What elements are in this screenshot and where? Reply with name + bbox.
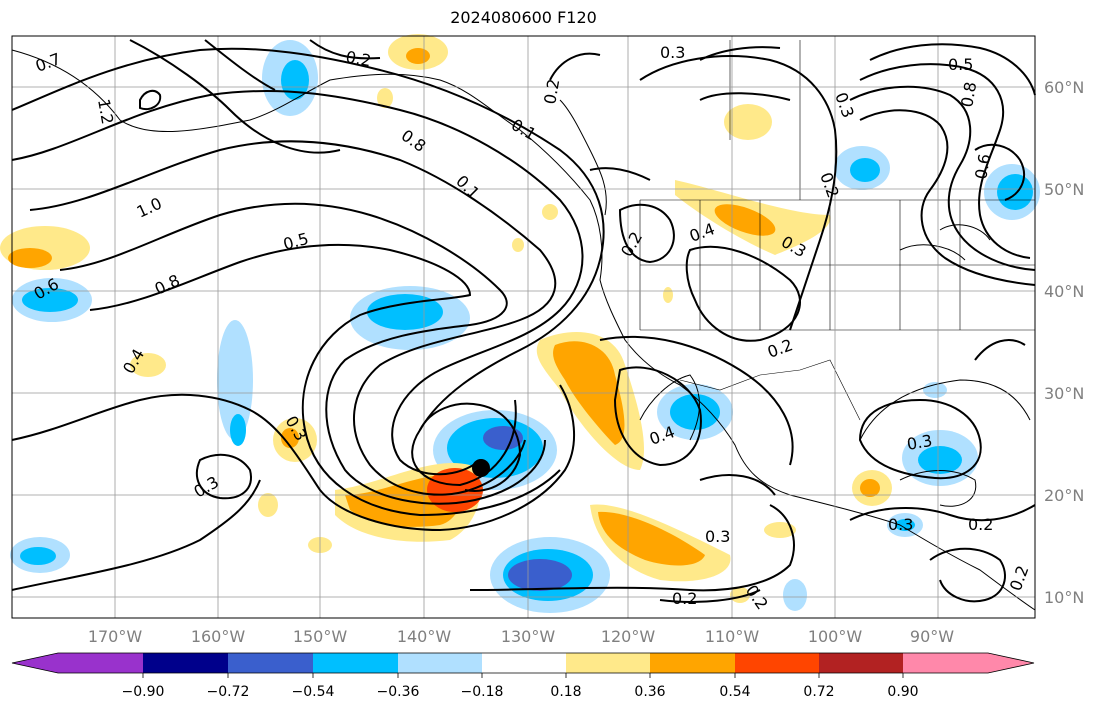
lon-label: 150°W (293, 627, 348, 646)
lon-label: 170°W (88, 627, 143, 646)
lon-label: 100°W (808, 627, 863, 646)
map-title: 2024080600 F120 (450, 8, 597, 27)
colorbar-tick-label: −0.54 (292, 684, 335, 700)
storm-center-marker (472, 459, 490, 477)
lon-label: 140°W (397, 627, 452, 646)
contour-label: 0.7 (33, 49, 63, 76)
longitude-axis: 170°W 160°W 150°W 140°W 130°W 120°W 110°… (88, 627, 954, 646)
contour-label: 0.2 (540, 77, 563, 105)
lat-label: 60°N (1044, 78, 1084, 97)
colorbar-tick-label: −0.72 (207, 684, 250, 700)
contour-label: 0.4 (687, 219, 717, 246)
contour-label: 0.3 (705, 527, 730, 546)
lon-label: 90°W (910, 627, 954, 646)
lon-label: 130°W (501, 627, 556, 646)
colorbar-extend-high (988, 653, 1034, 673)
colorbar-tick-label: 0.54 (719, 684, 750, 700)
colorbar-segment (228, 653, 313, 673)
colorbar-segment (482, 653, 566, 673)
contour-label: 0.2 (765, 335, 795, 362)
contour-label: 0.8 (398, 126, 430, 156)
contour-label: 1.2 (94, 97, 117, 125)
lat-label: 20°N (1044, 486, 1084, 505)
contour-label: 0.1 (452, 171, 483, 202)
lat-label: 40°N (1044, 282, 1084, 301)
contour-label: 0.8 (957, 80, 980, 108)
colorbar-extend-low (12, 653, 58, 673)
colorbar-segment (819, 653, 903, 673)
colorbar: −0.90 −0.72 −0.54 −0.36 −0.18 0.18 0.36 … (11, 652, 1035, 700)
lon-label: 110°W (705, 627, 760, 646)
colorbar-segment (650, 653, 735, 673)
contour-label-layer: 0.7 0.2 0.3 0.5 1.2 0.8 1.0 0.5 0.6 0.8 … (31, 43, 1033, 613)
contour-label: 0.2 (672, 589, 697, 608)
lat-label: 50°N (1044, 180, 1084, 199)
latitude-axis: 60°N 50°N 40°N 30°N 20°N 10°N (1044, 78, 1084, 607)
contour-layer (11, 39, 1036, 603)
colorbar-segment (143, 653, 228, 673)
colorbar-tick-label: 0.72 (803, 684, 834, 700)
colorbar-segment (903, 653, 988, 673)
colorbar-segment (566, 653, 650, 673)
colorbar-segment (313, 653, 398, 673)
lat-label: 10°N (1044, 588, 1084, 607)
colorbar-tick-label: 0.18 (550, 684, 581, 700)
contour-label: 0.3 (660, 43, 685, 62)
colorbar-tick-label: 0.36 (634, 684, 665, 700)
contour-label: 0.2 (1006, 563, 1033, 593)
lon-label: 120°W (601, 627, 656, 646)
lat-label: 30°N (1044, 384, 1084, 403)
lon-label: 160°W (191, 627, 246, 646)
colorbar-segment (398, 653, 482, 673)
contour-label: 1.0 (134, 194, 165, 222)
colorbar-tick-label: 0.90 (887, 684, 918, 700)
contour-label: 0.2 (617, 228, 646, 260)
colorbar-tick-label: −0.18 (461, 684, 504, 700)
contour-label: 0.1 (508, 115, 540, 144)
colorbar-segment (735, 653, 819, 673)
contour-label: 0.5 (281, 229, 311, 254)
contour-label: 0.2 (968, 515, 993, 534)
contour-label: 0.3 (888, 515, 913, 534)
colorbar-segment (58, 653, 143, 673)
contour-label: 0.6 (971, 152, 994, 180)
contour-label: 0.5 (948, 55, 973, 74)
colorbar-tick-label: −0.36 (377, 684, 420, 700)
colorbar-tick-label: −0.90 (122, 684, 165, 700)
contour-label: 0.2 (344, 47, 372, 70)
contour-label: 0.3 (905, 431, 933, 454)
map-frame (11, 35, 1036, 619)
